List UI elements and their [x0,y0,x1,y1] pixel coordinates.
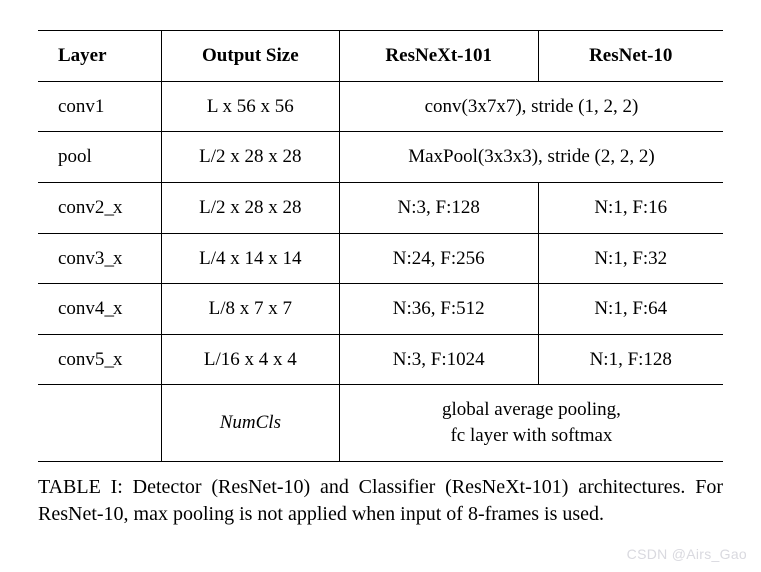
cell-output-size: L/2 x 28 x 28 [161,132,339,183]
table-row: conv3_xL/4 x 14 x 14N:24, F:256N:1, F:32 [38,233,723,284]
header-resnet10: ResNet-10 [538,31,723,82]
table-body: conv1L x 56 x 56conv(3x7x7), stride (1, … [38,81,723,461]
cell-resnext101: N:36, F:512 [339,284,538,335]
cell-output-size: L/2 x 28 x 28 [161,182,339,233]
table-row: conv4_xL/8 x 7 x 7N:36, F:512N:1, F:64 [38,284,723,335]
cell-resnext101: N:3, F:128 [339,182,538,233]
cell-layer: conv3_x [38,233,161,284]
cell-layer: conv2_x [38,182,161,233]
table-row: NumClsglobal average pooling,fc layer wi… [38,385,723,461]
table-row: poolL/2 x 28 x 28MaxPool(3x3x3), stride … [38,132,723,183]
cell-resnext101: N:24, F:256 [339,233,538,284]
cell-output-size: L/16 x 4 x 4 [161,334,339,385]
cell-layer [38,385,161,461]
watermark-text: CSDN @Airs_Gao [627,546,747,562]
cell-merged: global average pooling,fc layer with sof… [339,385,723,461]
cell-layer: conv5_x [38,334,161,385]
cell-resnet10: N:1, F:16 [538,182,723,233]
cell-resnext101: N:3, F:1024 [339,334,538,385]
header-outputsize: Output Size [161,31,339,82]
cell-layer: pool [38,132,161,183]
cell-resnet10: N:1, F:64 [538,284,723,335]
cell-merged: conv(3x7x7), stride (1, 2, 2) [339,81,723,132]
header-layer: Layer [38,31,161,82]
table-row: conv5_xL/16 x 4 x 4N:3, F:1024N:1, F:128 [38,334,723,385]
cell-resnet10: N:1, F:128 [538,334,723,385]
cell-output-size: L/8 x 7 x 7 [161,284,339,335]
table-row: conv2_xL/2 x 28 x 28N:3, F:128N:1, F:16 [38,182,723,233]
table-row: conv1L x 56 x 56conv(3x7x7), stride (1, … [38,81,723,132]
cell-layer: conv4_x [38,284,161,335]
cell-output-size: NumCls [161,385,339,461]
architecture-table: Layer Output Size ResNeXt-101 ResNet-10 … [38,30,723,462]
table-caption: TABLE I: Detector (ResNet-10) and Classi… [38,474,723,528]
cell-resnet10: N:1, F:32 [538,233,723,284]
cell-layer: conv1 [38,81,161,132]
header-resnext101: ResNeXt-101 [339,31,538,82]
cell-merged: MaxPool(3x3x3), stride (2, 2, 2) [339,132,723,183]
cell-output-size: L x 56 x 56 [161,81,339,132]
cell-output-size: L/4 x 14 x 14 [161,233,339,284]
table-header-row: Layer Output Size ResNeXt-101 ResNet-10 [38,31,723,82]
